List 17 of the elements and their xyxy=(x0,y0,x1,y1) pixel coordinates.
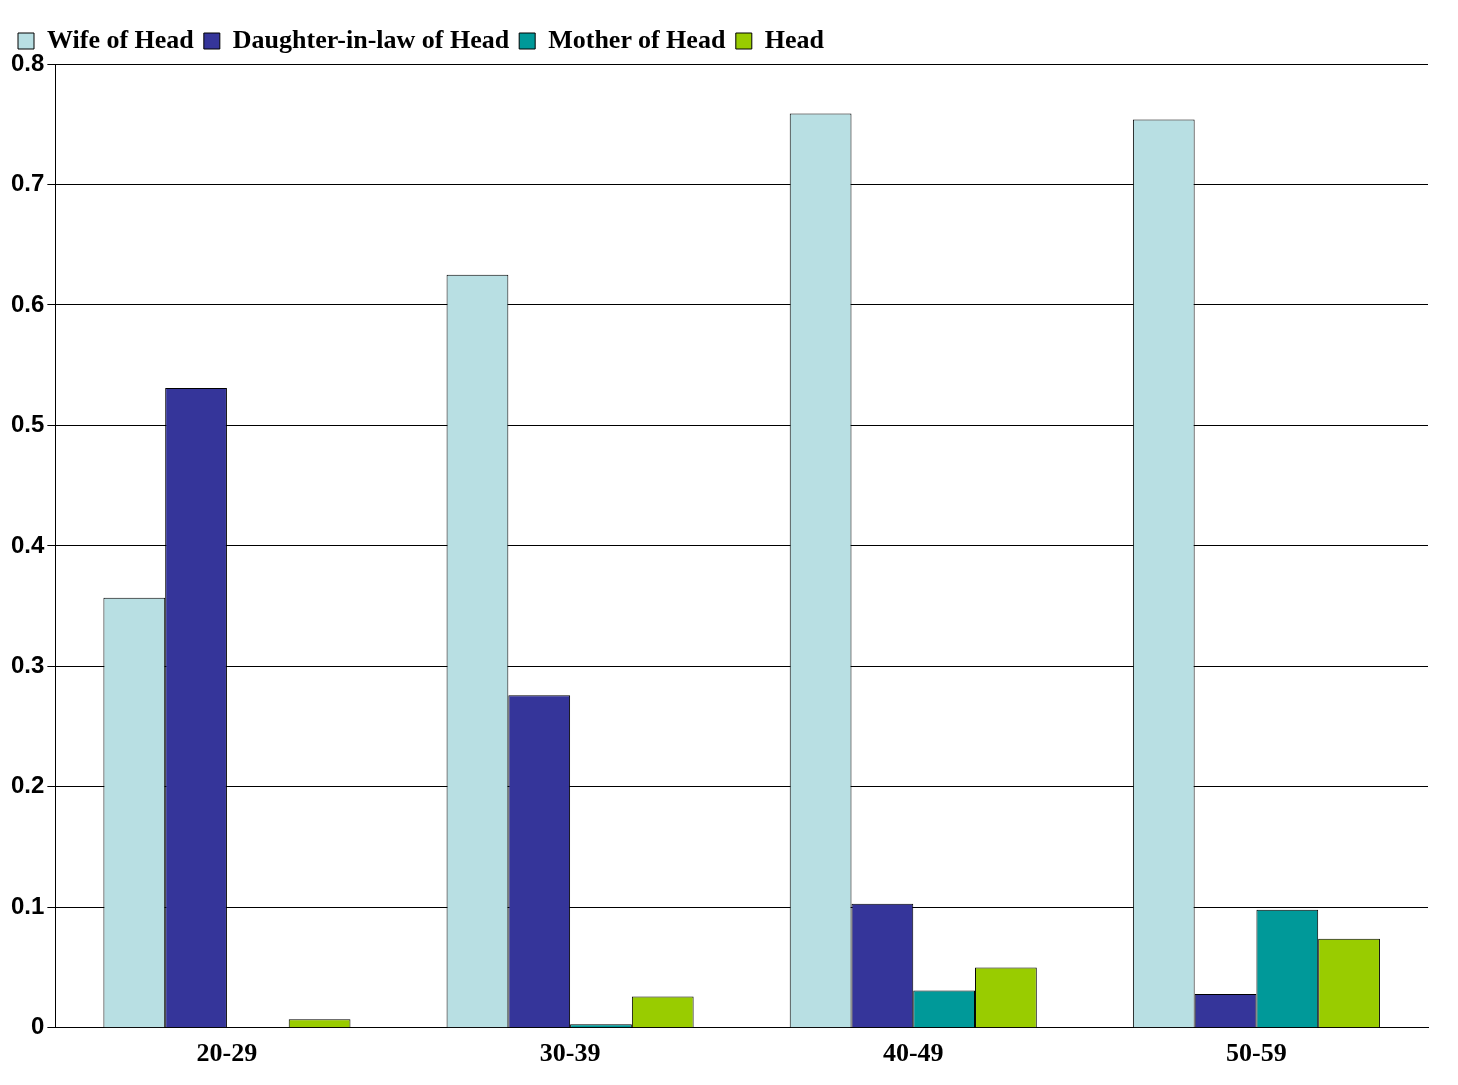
y-tick-label: 0.2 xyxy=(10,771,45,799)
y-tick-label: 0.5 xyxy=(10,410,45,438)
legend-label: Daughter-in-law of Head xyxy=(232,24,510,54)
legend-label: Wife of Head xyxy=(47,24,195,54)
y-tick-label: 0 xyxy=(31,1012,45,1040)
x-tick-label: 30-39 xyxy=(539,1038,601,1068)
x-tick-label: 20-29 xyxy=(196,1038,258,1068)
x-tick-label: 40-49 xyxy=(882,1038,944,1068)
y-tick-label: 0.1 xyxy=(10,891,45,919)
y-tick-label: 0.7 xyxy=(10,169,45,197)
y-tick-label: 0.4 xyxy=(10,530,45,558)
legend-label: Head xyxy=(764,24,825,54)
y-tick-label: 0.6 xyxy=(10,289,45,317)
y-tick-label: 0.8 xyxy=(10,48,45,76)
legend-label: Mother of Head xyxy=(548,24,726,54)
y-tick-label: 0.3 xyxy=(10,651,45,678)
x-tick-label: 50-59 xyxy=(1226,1038,1287,1068)
